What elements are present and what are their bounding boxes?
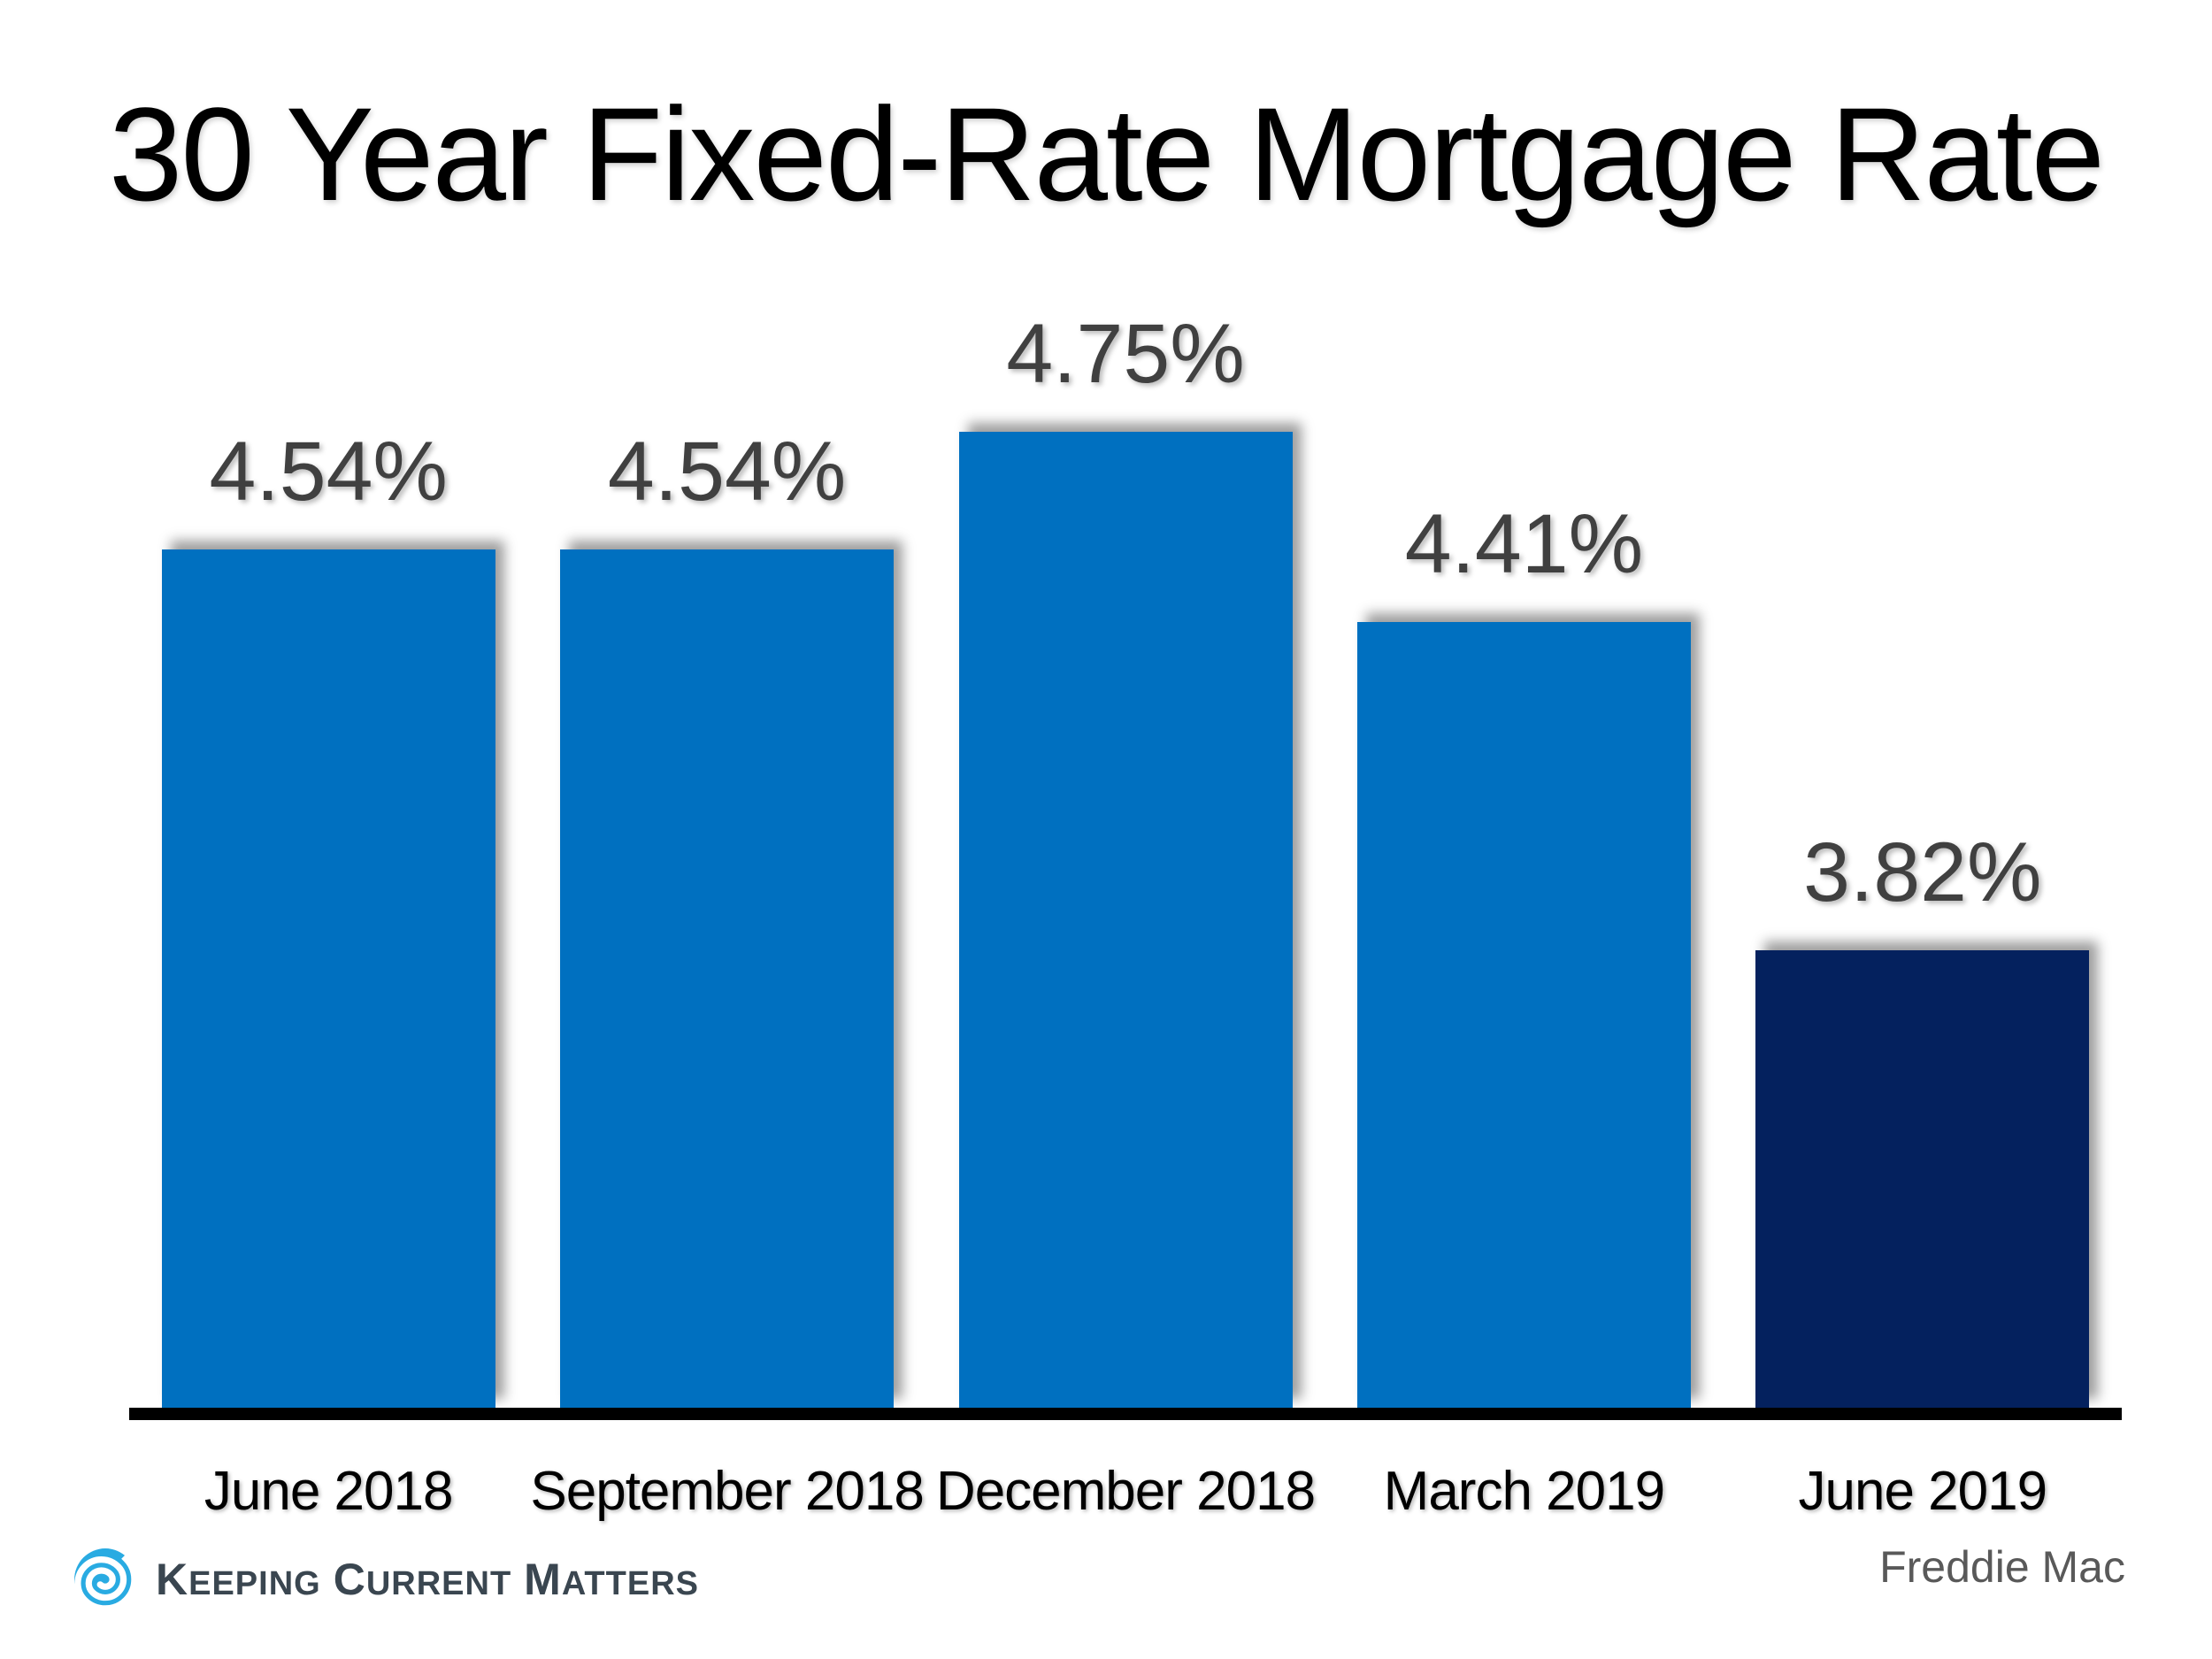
x-axis-label: September 2018 [530,1461,924,1522]
kcm-logo: KEEPING CURRENT MATTERS [73,1547,711,1612]
bar-value-label: 4.54% [209,425,448,518]
bar [560,549,895,1408]
kcm-word-rest: ATTERS [561,1565,699,1602]
kcm-swirl-icon [74,1548,138,1612]
bar [1356,622,1691,1408]
chart-title: 30 Year Fixed-Rate Mortgage Rate [108,80,2105,228]
x-axis-label: June 2018 [204,1461,454,1522]
x-axis-label: March 2019 [1383,1461,1665,1522]
kcm-word-initial: C [333,1555,366,1604]
bar-value-label: 3.82% [1803,826,2042,919]
x-axis-label: December 2018 [935,1461,1316,1522]
kcm-word-initial: K [156,1555,189,1604]
kcm-wordmark: KEEPING CURRENT MATTERS [156,1554,711,1605]
bar [958,432,1293,1408]
bar [161,549,495,1408]
x-axis-line [129,1408,2122,1420]
bar-value-label: 4.54% [607,425,847,518]
source-label: Freddie Mac [1879,1542,2125,1592]
bar-value-label: 4.41% [1404,497,1644,591]
x-axis-label: June 2019 [1798,1461,2047,1522]
bar-value-label: 4.75% [1006,307,1245,401]
kcm-word-rest: URRENT [365,1565,512,1602]
kcm-word-initial: M [524,1555,562,1604]
kcm-word-rest: EEPING [188,1565,321,1602]
bar [1755,950,2090,1408]
